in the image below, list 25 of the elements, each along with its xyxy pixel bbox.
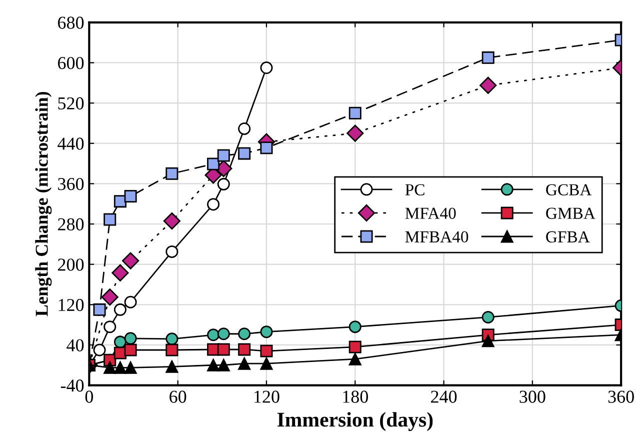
y-tick-label: 520 [58,97,84,110]
y-tick-label: 600 [58,56,84,70]
legend-label: MFA40 [405,208,456,219]
x-tick-label: 300 [520,390,546,403]
legend-label: GCBA [546,184,592,196]
x-tick-label: 240 [431,390,457,403]
x-tick-label: 120 [254,390,280,403]
y-tick-label: 680 [58,16,84,29]
legend-label: PC [405,184,424,196]
x-tick-label: 0 [85,390,94,403]
x-tick-label: 180 [343,390,368,403]
legend-label: GMBA [546,208,596,219]
legend-label: MFBA40 [405,231,468,242]
y-tick-label: 40 [66,339,84,352]
x-tick-label: 60 [170,390,186,403]
y-tick-label: 200 [58,258,84,271]
y-tick-label: 440 [58,138,84,150]
y-tick-label: -40 [60,380,84,392]
y-axis-title: Length Change (microstrain) [35,92,52,316]
x-axis-title: Immersion (days) [277,412,433,432]
legend-label: GFBA [546,231,590,242]
y-tick-label: 280 [58,218,84,230]
y-tick-label: 120 [58,298,84,312]
x-tick-label: 360 [608,390,634,403]
y-tick-label: 360 [58,178,84,190]
